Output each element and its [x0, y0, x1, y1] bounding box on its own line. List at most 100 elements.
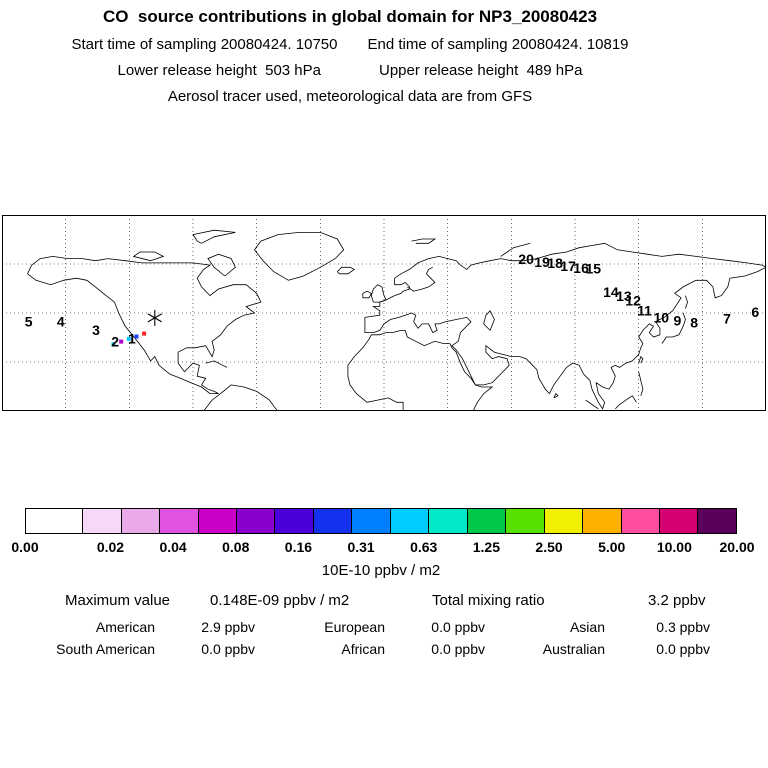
trajectory-day-label: 5: [25, 313, 33, 329]
coastline: [685, 295, 688, 309]
coastline: [370, 284, 387, 303]
colorbar-cell: [121, 509, 161, 533]
trajectory-day-label: 17: [560, 258, 576, 274]
colorbar-cell: [506, 509, 545, 533]
coastline: [500, 242, 531, 257]
tracer-info-line: Aerosol tracer used, meteorological data…: [167, 88, 533, 105]
colorbar-tick: 1.25: [472, 539, 500, 555]
region-label-african: African: [341, 641, 385, 657]
coastline: [27, 255, 262, 395]
region-contributions: American 2.9 ppbv European 0.0 ppbv Asia…: [45, 619, 710, 657]
colorbar-cell: [237, 509, 276, 533]
region-value-australian: 0.0 ppbv: [656, 641, 710, 657]
colorbar-tick: 0.31: [347, 539, 375, 555]
coastline: [337, 266, 356, 275]
coastline: [132, 251, 165, 262]
colorbar-tick: 0.00: [11, 539, 39, 555]
region-value-african: 0.0 ppbv: [431, 641, 485, 657]
region-label-asian: Asian: [569, 619, 605, 635]
region-label-south-american: South American: [56, 641, 155, 657]
colorbar-unit-label: 10E-10 ppbv / m2: [321, 562, 441, 579]
trajectory-day-label: 10: [654, 309, 670, 325]
contribution-hotspot: [119, 339, 124, 344]
colorbar-cell: [583, 509, 622, 533]
coastline: [207, 253, 236, 277]
coastline: [205, 360, 228, 368]
coastline: [638, 371, 644, 396]
trajectory-day-label: 7: [723, 311, 731, 327]
coastline: [192, 229, 236, 244]
colorbar-tick: 0.63: [410, 539, 438, 555]
trajectory-day-label: 4: [57, 313, 65, 329]
colorbar-tick: 0.08: [222, 539, 250, 555]
colorbar-tick: 2.50: [535, 539, 563, 555]
coastline: [364, 242, 766, 410]
trajectory-day-label: 3: [92, 322, 100, 338]
trajectory-day-label: 11: [637, 302, 652, 318]
region-value-south-american: 0.0 ppbv: [201, 641, 255, 657]
colorbar-tick: 10.00: [656, 539, 692, 555]
receptor-star-icon: [147, 313, 162, 323]
plot-header: CO source contributions in global domain…: [0, 6, 700, 106]
total-mixing-value: 3.2 ppbv: [648, 592, 706, 609]
trajectory-day-label: 12: [625, 292, 641, 308]
trajectory-day-label: 13: [616, 288, 632, 304]
trajectory-day-label: 14: [603, 284, 619, 300]
region-label-american: American: [95, 619, 155, 635]
max-value: 0.148E-09 ppbv / m2: [210, 592, 350, 609]
max-value-label: Maximum value: [65, 592, 171, 609]
trajectory-day-label: 15: [586, 260, 602, 276]
contribution-hotspot: [134, 334, 139, 339]
coastline: [411, 238, 437, 244]
region-value-european: 0.0 ppbv: [431, 619, 485, 635]
trajectory-day-label: 8: [690, 314, 698, 330]
colorbar-cell: [26, 509, 84, 533]
colorbar-cell: [621, 509, 660, 533]
upper-release-text: Upper release height 489 hPa: [379, 62, 583, 79]
colorbar-cell: [352, 509, 391, 533]
colorbar-cell: [275, 509, 314, 533]
region-label-european: European: [324, 619, 385, 635]
trajectory-day-label: 9: [674, 312, 682, 328]
trajectory-day-label: 16: [573, 260, 589, 276]
colorbar: [25, 508, 737, 534]
colorbar-tick: 0.02: [96, 539, 125, 555]
coastline: [585, 399, 599, 410]
colorbar-tick: 5.00: [598, 539, 626, 555]
coastline: [638, 355, 644, 364]
contribution-hotspot: [111, 342, 116, 347]
lower-release-text: Lower release height 503 hPa: [117, 62, 321, 79]
sampling-times-line: Start time of sampling 20080424. 10750 En…: [0, 35, 700, 54]
colorbar-tick: 20.00: [719, 539, 755, 555]
trajectory-day-label: 18: [547, 255, 563, 271]
colorbar-cell: [198, 509, 237, 533]
release-heights-line: Lower release height 503 hPa Upper releas…: [0, 61, 700, 80]
stats-line: Maximum value 0.148E-09 ppbv / m2 Total …: [0, 592, 768, 612]
start-time-text: Start time of sampling 20080424. 10750: [71, 36, 338, 53]
colorbar-ticks: 0.00 0.02 0.04 0.08 0.16 0.31 0.63 1.25 2.50 5.00…: [11, 539, 754, 556]
trajectory-day-label: 1: [128, 331, 136, 347]
coastline: [347, 330, 494, 411]
coastline: [483, 310, 495, 331]
coastline: [407, 266, 436, 292]
coastline: [615, 395, 637, 410]
region-label-australian: Australian: [542, 641, 605, 657]
colorbar-cell: [467, 509, 507, 533]
colorbar-cell: [313, 509, 353, 533]
colorbar-cell: [698, 509, 736, 533]
colorbar-cell: [390, 509, 430, 533]
end-time-text: End time of sampling 20080424. 10819: [367, 36, 629, 53]
plot-title: CO source contributions in global domain…: [102, 7, 598, 26]
coastline: [203, 384, 279, 411]
colorbar-cell: [83, 509, 122, 533]
coastline: [553, 392, 559, 399]
trajectory-day-label: 20: [518, 251, 534, 267]
coastline: [362, 290, 372, 299]
coastline: [661, 312, 686, 344]
trajectory-day-label: 19: [534, 254, 550, 270]
colorbar-cell: [659, 509, 699, 533]
region-value-american: 2.9 ppbv: [201, 619, 255, 635]
contribution-hotspot: [142, 331, 147, 336]
